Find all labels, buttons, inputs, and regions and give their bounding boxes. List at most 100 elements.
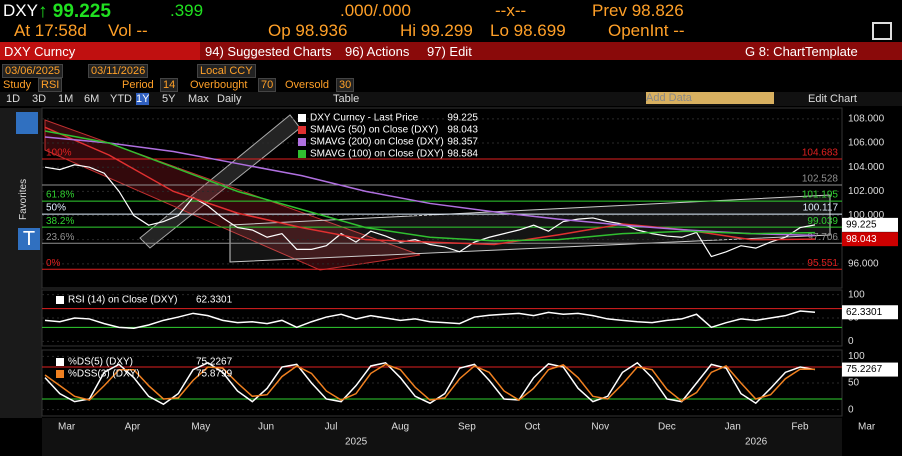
popout-icon[interactable] <box>872 22 892 40</box>
table-button[interactable]: Table <box>333 93 360 105</box>
price-tag-label: 75.2267 <box>846 364 883 375</box>
level-value: 95.551 <box>807 258 838 269</box>
period-label: Period <box>122 79 154 91</box>
text-tool[interactable]: T <box>18 228 40 250</box>
period-button[interactable]: 5Y <box>162 93 176 105</box>
overbought[interactable]: 70 <box>258 78 277 92</box>
open-value: 98.936 <box>295 21 348 40</box>
x-tick-label: Apr <box>125 422 141 433</box>
series-line <box>44 361 816 406</box>
legend-swatch <box>298 138 306 146</box>
level-label: 38.2% <box>46 216 74 227</box>
panel <box>41 107 843 289</box>
price-tag-label: 62.3301 <box>846 307 883 318</box>
legend-value: 98.043 <box>447 125 478 136</box>
favorites: Favorites <box>18 178 29 220</box>
series-line <box>44 126 816 246</box>
open: Op 98.936 <box>268 21 347 41</box>
security: DXY Curncy <box>4 44 76 59</box>
template[interactable]: G 8: ChartTemplate <box>745 44 858 59</box>
menu-bar: DXY Curncy 94) Suggested Charts 96) Acti… <box>0 42 902 60</box>
panel <box>41 349 843 417</box>
price-tag-label: 98.043 <box>846 234 877 245</box>
period-button[interactable]: 1M <box>58 93 74 105</box>
x-tick-label: Nov <box>591 422 609 433</box>
legend-name: RSI (14) on Close (DXY) <box>68 295 177 306</box>
low: Lo 98.699 <box>490 21 566 41</box>
legend-value: 98.584 <box>447 149 478 160</box>
period-button[interactable]: 6M <box>84 93 100 105</box>
level-label: 61.8% <box>46 190 74 201</box>
level-value: 97.706 <box>807 232 838 243</box>
legend-name: SMAVG (100) on Close (DXY) <box>310 149 444 160</box>
low-value: 98.699 <box>513 21 566 40</box>
x-tick-label: May <box>191 422 210 433</box>
time: At 17:58d <box>14 21 87 40</box>
oversold[interactable]: 30 <box>336 78 355 92</box>
series-line <box>44 363 816 403</box>
x-tick-label: Oct <box>525 422 541 433</box>
x-tick-label: Mar <box>58 422 76 433</box>
prev-label: Prev <box>592 1 627 20</box>
legend-value: 62.3301 <box>196 295 233 306</box>
menu-item[interactable]: 96) Actions <box>345 44 410 59</box>
period-button[interactable]: 1D <box>6 93 21 105</box>
level-value: 99.039 <box>807 216 838 227</box>
prev-value: 98.826 <box>631 1 684 20</box>
y-tick-label: 98.000 <box>848 234 879 245</box>
currency[interactable]: Local CCY <box>197 64 256 78</box>
price-tag <box>842 217 898 232</box>
x-tick-label: Dec <box>658 422 676 433</box>
y-tick-label: 100.000 <box>848 210 885 221</box>
x-tick-label: Jan <box>725 422 741 433</box>
menu-item[interactable]: 97) Edit <box>427 44 472 59</box>
legend-value: 75.2267 <box>196 357 233 368</box>
bid-ask: .000/.000 <box>340 1 411 20</box>
low-label: Lo <box>490 21 509 40</box>
series-line <box>44 136 816 237</box>
x-tick-label: Mar <box>858 422 876 433</box>
study-name[interactable]: RSI <box>38 78 63 92</box>
legend-value: 99.225 <box>447 113 478 124</box>
legend-name: SMAVG (200) on Close (DXY) <box>310 137 444 148</box>
series-line <box>44 310 816 330</box>
size: --x-- <box>495 1 527 20</box>
price-tag-label: 99.225 <box>846 220 877 231</box>
series-line <box>44 164 816 258</box>
high-label: Hi <box>400 21 417 40</box>
period-button[interactable]: 3D <box>32 93 47 105</box>
level-value: 104.683 <box>802 148 839 159</box>
open-interest: OpenInt -- <box>608 21 685 40</box>
y-tick-label: 106.000 <box>848 138 885 149</box>
last-price: ↑ 99.225 <box>38 1 111 22</box>
prev: Prev 98.826 <box>592 1 684 21</box>
legend-swatch <box>56 358 64 366</box>
y-tick-label: 50 <box>848 313 860 324</box>
high-value: 99.299 <box>420 21 473 40</box>
price-tag <box>842 232 898 247</box>
add-data[interactable]: Add Data <box>646 92 774 104</box>
y-tick-label: 0 <box>848 336 854 347</box>
period-button[interactable]: 1Y <box>136 93 150 105</box>
end-date[interactable]: 03/11/2026 <box>88 64 149 78</box>
price-tag <box>842 362 898 377</box>
ticker: DXY <box>3 1 38 20</box>
open-label: Op <box>268 21 291 40</box>
last: 99.225 <box>52 1 111 22</box>
year-label: 2025 <box>345 437 368 448</box>
level-value: 100.117 <box>803 203 839 214</box>
legend-swatch <box>298 150 306 158</box>
period[interactable]: 14 <box>160 78 179 92</box>
year-label: 2026 <box>745 437 768 448</box>
edit-chart[interactable]: Edit Chart <box>808 93 857 105</box>
study-label: Study <box>3 79 32 91</box>
pointer-tool[interactable] <box>16 112 38 134</box>
legend-swatch <box>298 114 306 122</box>
volume: Vol -- <box>108 21 148 40</box>
toolbar: Favorites T <box>0 108 42 418</box>
start-date[interactable]: 03/06/2025 <box>2 64 64 78</box>
period-button[interactable]: YTD <box>110 93 132 105</box>
frequency[interactable]: Daily <box>217 93 242 105</box>
period-button[interactable]: Max <box>188 93 209 105</box>
menu-item[interactable]: 94) Suggested Charts <box>205 44 332 59</box>
